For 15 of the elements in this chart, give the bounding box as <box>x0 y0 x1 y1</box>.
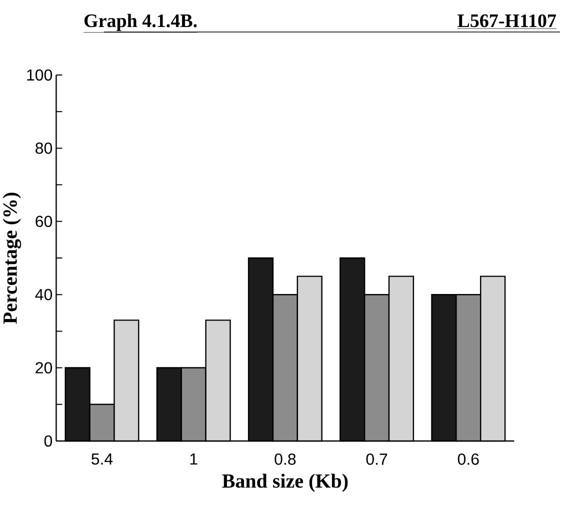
x-tick-label: 0.6 <box>458 454 479 465</box>
y-tick-label: 40 <box>35 288 52 300</box>
x-tick-label: 1 <box>190 454 198 465</box>
y-tick-label: 20 <box>36 362 52 374</box>
y-tick-label: 0 <box>44 435 52 447</box>
y-axis-title: Percentage (%) <box>2 192 22 324</box>
chart-subtitle: L567-H1107 <box>458 14 556 28</box>
y-tick-label: 100 <box>27 69 52 81</box>
y-tick-label: 60 <box>36 216 52 228</box>
x-axis-title: Band size (Kb) <box>222 474 348 492</box>
y-tick-label: 80 <box>36 142 52 154</box>
x-tick-label: 0.7 <box>366 454 388 465</box>
x-tick-label: 0.8 <box>274 454 296 465</box>
x-tick-label: 5.4 <box>92 454 113 465</box>
chart-title: Graph 4.1.4B. <box>84 14 197 32</box>
